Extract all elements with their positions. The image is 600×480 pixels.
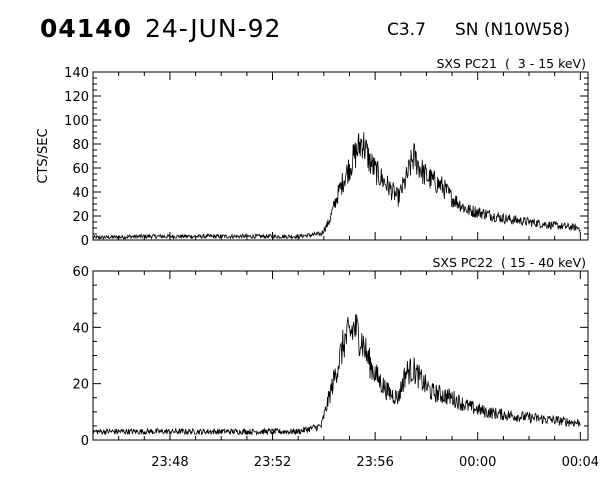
panel-2-ytick-label: 20 xyxy=(72,378,89,393)
panel-2-xtick-label: 00:04 xyxy=(562,455,599,470)
panel-2-title: SXS PC22 ( 15 - 40 keV) xyxy=(432,255,586,270)
panel-1-ytick-label: 140 xyxy=(64,66,89,81)
panel-1-frame xyxy=(92,71,589,241)
event-id: 04140 xyxy=(40,14,132,43)
panel-1-ytick-label: 60 xyxy=(72,162,89,177)
panel-2-ytick-label: 60 xyxy=(72,265,89,280)
panel-2-xtick-label: 23:52 xyxy=(254,455,291,470)
panel-2-xtick-label: 00:00 xyxy=(459,455,496,470)
flare-class: C3.7 xyxy=(387,20,426,40)
panel-1-series-line xyxy=(92,132,581,241)
panel-1-ytick-label: 120 xyxy=(64,90,89,105)
panel-2-ytick-label: 0 xyxy=(81,434,89,449)
panel-1-title: SXS PC21 ( 3 - 15 keV) xyxy=(436,56,586,71)
panel-2-xtick-label: 23:56 xyxy=(356,455,393,470)
panel-2-frame xyxy=(92,270,589,441)
panel-1-ytick-label: 0 xyxy=(81,234,89,249)
panel-2-xtick-label: 23:48 xyxy=(151,455,188,470)
panel-1-ytick-label: 100 xyxy=(64,114,89,129)
panel-1-ylabel: CTS/SEC xyxy=(36,128,51,183)
panel-1-ytick-label: 40 xyxy=(72,186,89,201)
panel-1-ytick-label: 20 xyxy=(72,210,89,225)
panel-2-ytick-label: 40 xyxy=(72,321,89,336)
panel-2-series-line xyxy=(92,314,581,436)
flare-location: SN (N10W58) xyxy=(455,20,570,40)
panel-1-ytick-label: 80 xyxy=(72,138,89,153)
event-date: 24-JUN-92 xyxy=(145,14,282,43)
